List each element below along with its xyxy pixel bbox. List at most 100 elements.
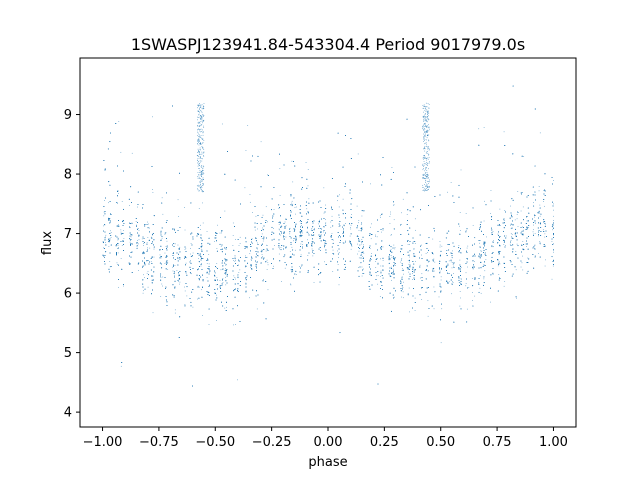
data-point [225, 263, 227, 265]
data-point [137, 243, 139, 245]
data-point [109, 240, 111, 242]
data-point [533, 202, 534, 204]
data-point [537, 235, 539, 237]
data-point [245, 255, 246, 257]
data-point [381, 231, 382, 233]
data-point [147, 247, 148, 249]
data-point [165, 246, 167, 247]
data-point [515, 251, 517, 252]
data-point [503, 219, 504, 221]
data-point [146, 242, 148, 244]
data-point [245, 277, 247, 279]
data-point [224, 258, 226, 260]
data-point [499, 208, 501, 210]
data-point [305, 162, 307, 163]
data-point [452, 282, 454, 284]
data-point [103, 215, 105, 217]
data-point [472, 292, 473, 293]
data-point [553, 203, 554, 205]
data-point [440, 279, 442, 281]
data-point [257, 255, 259, 257]
data-point [161, 237, 163, 239]
data-point [164, 233, 166, 235]
data-point [174, 274, 175, 276]
data-point [177, 199, 179, 201]
data-point [311, 241, 313, 242]
data-point [466, 308, 468, 310]
data-point [152, 192, 154, 193]
data-point [553, 224, 554, 226]
data-point [292, 181, 294, 183]
data-point [479, 275, 481, 277]
data-point [409, 266, 410, 268]
data-point [401, 276, 403, 278]
data-point [278, 208, 280, 209]
data-point [394, 247, 396, 248]
data-point [142, 292, 144, 294]
data-point [534, 233, 536, 234]
data-point [503, 131, 505, 133]
data-point [245, 282, 247, 284]
data-point [543, 205, 545, 207]
data-point [254, 229, 256, 231]
data-point [249, 194, 251, 196]
data-point [273, 265, 274, 267]
data-point [553, 251, 554, 253]
data-point [278, 253, 280, 255]
data-point [214, 241, 215, 242]
data-point [338, 206, 340, 208]
data-point [450, 182, 452, 183]
data-point [267, 262, 269, 264]
data-point [370, 238, 372, 240]
data-point [325, 219, 326, 221]
data-point [184, 304, 186, 305]
data-point [301, 231, 302, 232]
data-point [359, 244, 361, 246]
data-point [263, 279, 264, 280]
data-point [266, 269, 268, 270]
data-point [221, 285, 223, 286]
data-point [143, 274, 144, 276]
data-point [266, 244, 267, 246]
data-point [363, 273, 365, 274]
data-point [393, 204, 395, 206]
data-point [148, 223, 149, 225]
data-point [159, 254, 161, 256]
data-point [325, 225, 326, 226]
data-point [278, 229, 280, 231]
data-point [208, 324, 210, 325]
data-point [206, 263, 208, 264]
data-point [278, 228, 280, 230]
data-point [497, 265, 499, 267]
data-point [184, 290, 186, 292]
data-point [141, 238, 143, 240]
data-point [360, 251, 362, 253]
data-point [522, 269, 524, 271]
data-point [509, 243, 511, 245]
data-point [331, 207, 332, 209]
data-point [460, 266, 462, 268]
data-point [380, 270, 382, 272]
data-point [221, 269, 223, 270]
data-point [472, 266, 474, 267]
data-point [120, 258, 122, 259]
data-point [409, 311, 410, 313]
data-point [390, 211, 391, 213]
data-point [351, 245, 353, 247]
data-point [342, 242, 344, 244]
data-point [510, 233, 512, 234]
data-point [152, 116, 153, 118]
data-point [459, 305, 461, 307]
data-point [460, 297, 461, 299]
data-point [257, 248, 258, 250]
data-point [472, 256, 473, 257]
data-point [137, 206, 138, 208]
data-point [216, 320, 217, 321]
data-point [179, 283, 180, 285]
data-point [178, 278, 180, 280]
data-point [521, 262, 523, 264]
data-point [189, 272, 191, 273]
data-point [219, 286, 221, 288]
data-point [380, 217, 381, 218]
scatter-points [102, 85, 554, 387]
